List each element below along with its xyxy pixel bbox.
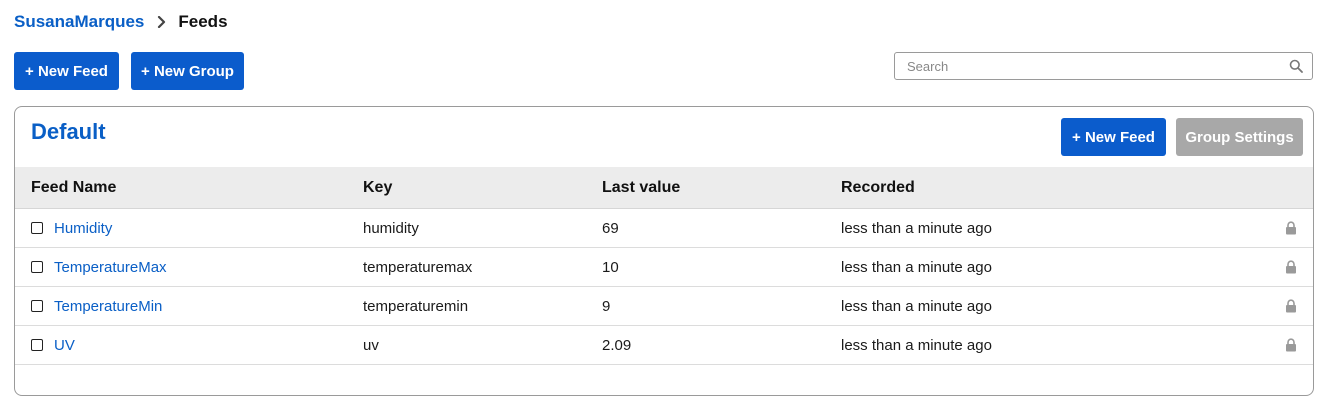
table-row: TemperatureMax temperaturemax 10 less th…	[15, 248, 1313, 287]
feed-recorded: less than a minute ago	[841, 258, 992, 276]
table-row: UV uv 2.09 less than a minute ago	[15, 326, 1313, 365]
table-row: Humidity humidity 69 less than a minute …	[15, 209, 1313, 248]
feed-name-link[interactable]: TemperatureMax	[54, 258, 167, 276]
feed-recorded: less than a minute ago	[841, 219, 992, 237]
group-settings-button[interactable]: Group Settings	[1176, 118, 1303, 156]
column-header-feed-name[interactable]: Feed Name	[31, 178, 117, 196]
table-row: TemperatureMin temperaturemin 9 less tha…	[15, 287, 1313, 326]
row-checkbox[interactable]	[31, 339, 43, 351]
search-box	[894, 52, 1313, 80]
search-input[interactable]	[895, 54, 1288, 78]
breadcrumb: SusanaMarques Feeds	[14, 12, 228, 32]
new-feed-button[interactable]: + New Feed	[14, 52, 119, 90]
feed-recorded: less than a minute ago	[841, 336, 992, 354]
lock-icon	[1286, 221, 1296, 235]
group-title[interactable]: Default	[31, 119, 106, 144]
new-group-button[interactable]: + New Group	[131, 52, 244, 90]
group-new-feed-button[interactable]: + New Feed	[1061, 118, 1166, 156]
feed-last-value: 69	[602, 219, 619, 237]
feed-name-link[interactable]: Humidity	[54, 219, 113, 237]
feed-key: uv	[363, 336, 379, 354]
column-header-last-value[interactable]: Last value	[602, 178, 681, 196]
column-header-key[interactable]: Key	[363, 178, 393, 196]
feed-name-link[interactable]: UV	[54, 336, 75, 354]
lock-icon	[1286, 260, 1296, 274]
feed-last-value: 10	[602, 258, 619, 276]
lock-icon	[1286, 299, 1296, 313]
row-checkbox[interactable]	[31, 222, 43, 234]
chevron-right-icon	[154, 14, 170, 30]
feed-key: humidity	[363, 219, 419, 237]
table-header: Feed Name Key Last value Recorded	[15, 167, 1313, 209]
feed-key: temperaturemax	[363, 258, 473, 276]
lock-icon	[1286, 338, 1296, 352]
feed-key: temperaturemin	[363, 297, 469, 315]
page-title: Feeds	[178, 12, 228, 31]
feed-last-value: 9	[602, 297, 611, 315]
feed-last-value: 2.09	[602, 336, 632, 354]
feed-group-default: Default + New Feed Group Settings Feed N…	[14, 106, 1314, 396]
row-checkbox[interactable]	[31, 261, 43, 273]
search-icon[interactable]	[1288, 58, 1304, 74]
column-header-recorded[interactable]: Recorded	[841, 178, 915, 196]
feed-name-link[interactable]: TemperatureMin	[54, 297, 163, 315]
breadcrumb-user-link[interactable]: SusanaMarques	[14, 12, 145, 31]
row-checkbox[interactable]	[31, 300, 43, 312]
feed-recorded: less than a minute ago	[841, 297, 992, 315]
